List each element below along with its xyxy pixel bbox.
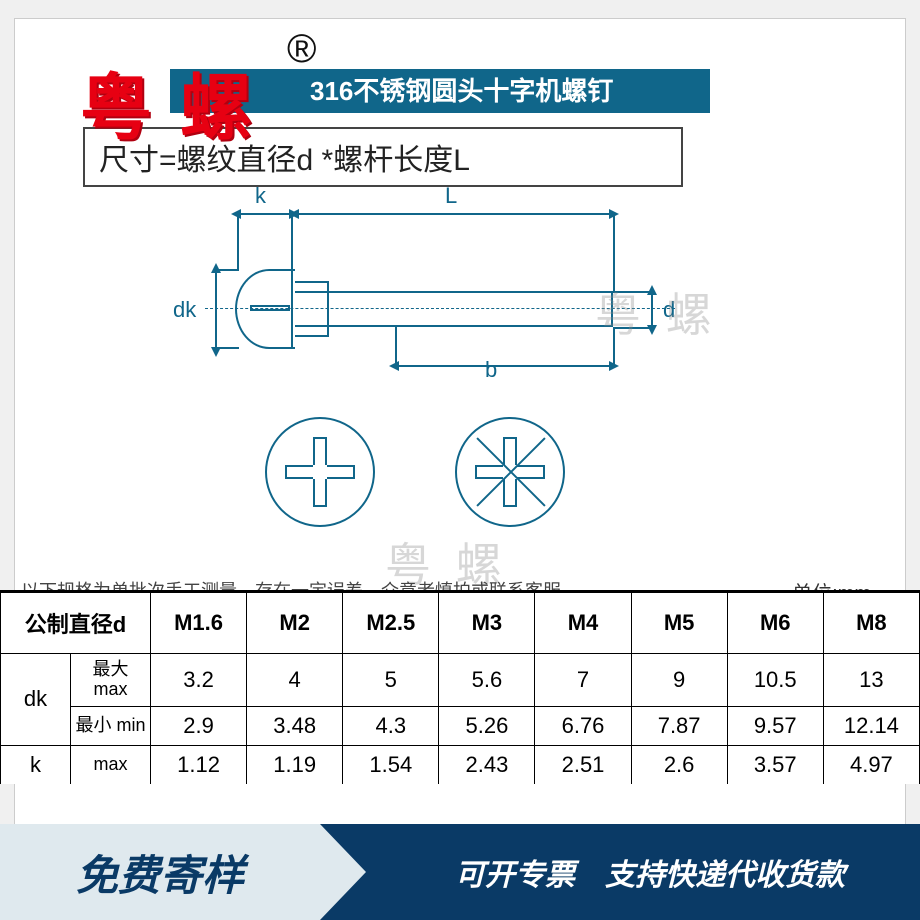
footer-services: 可开专票 支持快递代收货款 <box>320 824 920 920</box>
row-dk-min: 最小 min <box>71 706 151 745</box>
dim-label-k: k <box>255 183 266 209</box>
table-header-row: 公制直径d M1.6 M2 M2.5 M3 M4 M5 M6 M8 <box>1 593 920 654</box>
footer-free-sample: 免费寄样 <box>0 824 320 920</box>
row-dk: dk <box>1 654 71 746</box>
brand-logo: 粤 螺 <box>80 49 256 154</box>
registered-mark: ® <box>287 27 316 72</box>
dim-label-b: b <box>485 357 497 383</box>
row-k-max: max <box>71 745 151 784</box>
footer-banner: 免费寄样 可开专票 支持快递代收货款 <box>0 824 920 920</box>
footer-invoice: 可开专票 <box>455 850 575 894</box>
watermark: 粤 螺 <box>595 279 718 345</box>
dim-label-dk: dk <box>173 297 196 323</box>
table-row: 最小 min 2.9 3.48 4.3 5.26 6.76 7.87 9.57 … <box>1 706 920 745</box>
table-row: k max 1.12 1.19 1.54 2.43 2.51 2.6 3.57 … <box>1 745 920 784</box>
screw-diagram: k L dk d b <box>165 189 725 399</box>
spec-table: 公制直径d M1.6 M2 M2.5 M3 M4 M5 M6 M8 dk 最大 … <box>0 590 920 784</box>
footer-cod: 支持快递代收货款 <box>605 850 845 894</box>
dim-label-L: L <box>445 183 457 209</box>
table-row: dk 最大 max 3.2 4 5 5.6 7 9 10.5 13 <box>1 654 920 707</box>
row-k: k <box>1 745 71 784</box>
row-dk-max: 最大 max <box>71 654 151 707</box>
col-d: 公制直径d <box>1 593 151 654</box>
